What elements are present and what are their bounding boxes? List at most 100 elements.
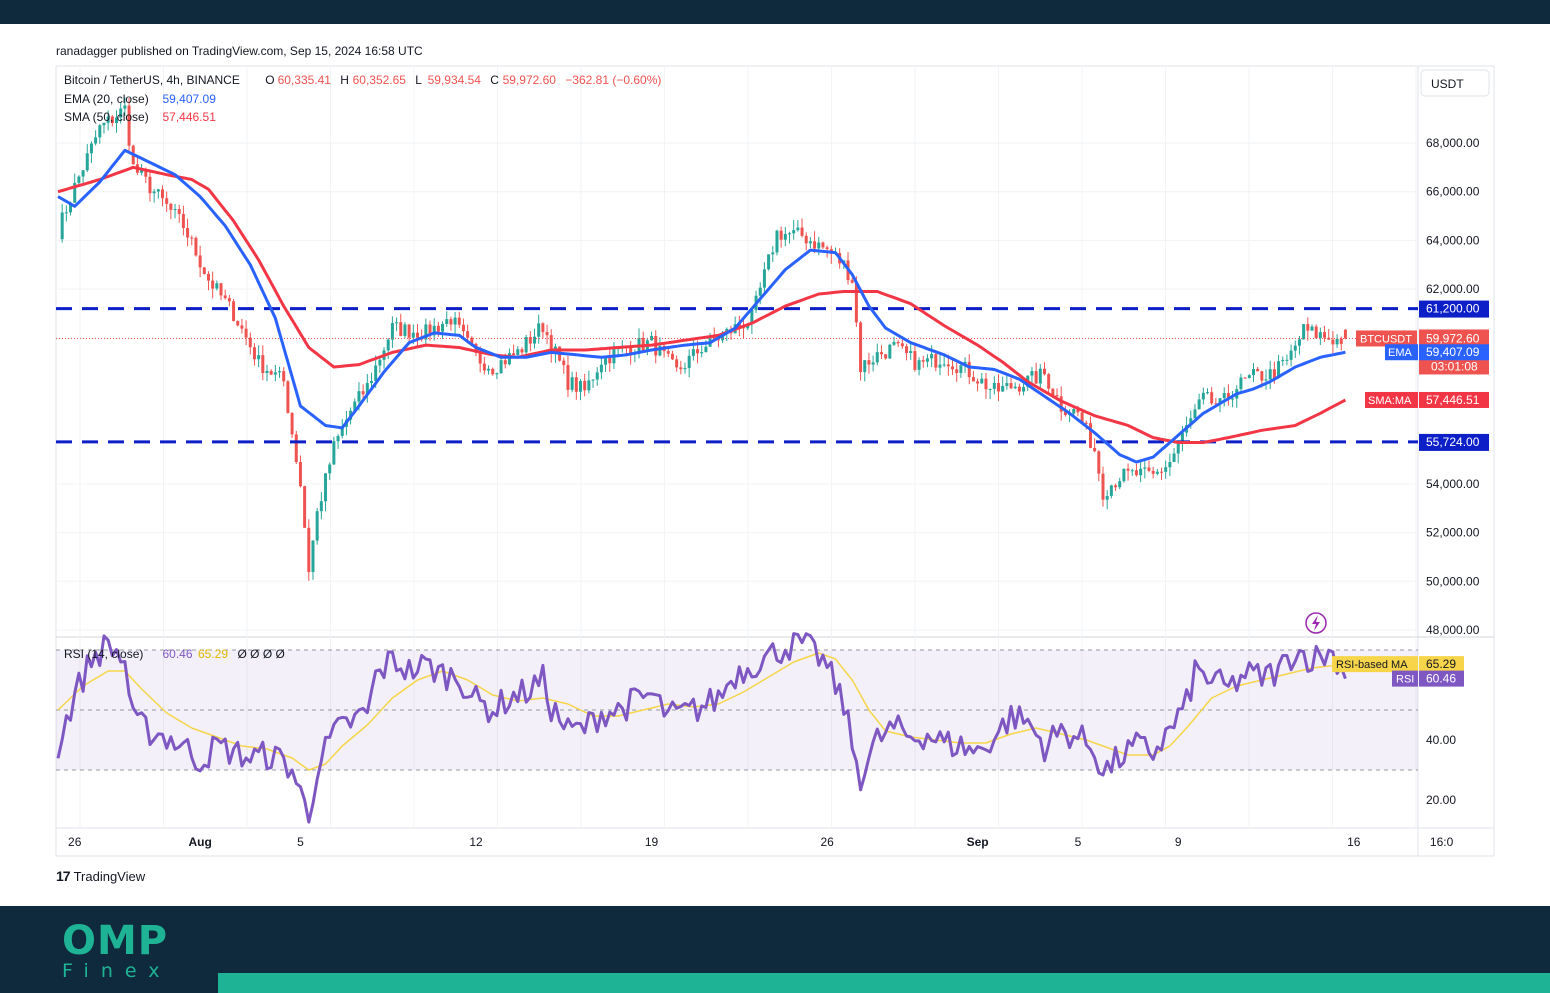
candle-body: [570, 377, 574, 390]
legend-rsi-ma-value: 65.29: [198, 647, 228, 661]
candle-body: [796, 227, 800, 231]
ema-tag-name: EMA: [1388, 347, 1413, 359]
rsi-tick: 20.00: [1426, 793, 1456, 807]
candle-body: [909, 351, 913, 353]
candle-body: [900, 343, 904, 347]
sma-tag-name: SMA:MA: [1368, 395, 1412, 407]
candle-body: [1034, 371, 1038, 384]
legend-ohlc-value: 60,352.65: [353, 73, 407, 87]
candle-body: [415, 332, 419, 338]
candle-body: [1226, 393, 1230, 399]
rsi-ma-tag-name: RSI-based MA: [1336, 659, 1408, 671]
candle-body: [390, 323, 394, 340]
candle-body: [1139, 468, 1143, 476]
candle-body: [1093, 447, 1097, 452]
candle-body: [992, 382, 996, 389]
candle-body: [466, 331, 470, 338]
candle-body: [261, 355, 265, 373]
rsi-tag-value-bg: [1419, 670, 1464, 687]
candle-body: [687, 355, 691, 369]
candle-body: [1323, 332, 1327, 338]
lightning-bolt-icon: [1312, 615, 1320, 631]
candle-body: [679, 367, 683, 370]
candle-body: [1097, 451, 1101, 474]
candle-body: [181, 213, 185, 228]
candle-body: [1160, 471, 1164, 473]
candle-body: [574, 377, 578, 392]
currency-label: USDT: [1431, 77, 1464, 91]
candle-body: [1084, 422, 1088, 424]
legend-symbol: Bitcoin / TetherUS, 4h, BINANCE: [64, 73, 240, 87]
candle-body: [1017, 386, 1021, 392]
candle-body: [311, 540, 315, 572]
candle-body: [215, 283, 219, 289]
candle-body: [1151, 470, 1155, 474]
candle-body: [1042, 368, 1046, 375]
legend-rsi-label: RSI (14, close): [64, 647, 143, 661]
candle-body: [340, 426, 344, 436]
candle-body: [971, 377, 975, 382]
candle-body: [700, 352, 704, 354]
candle-body: [1168, 462, 1172, 468]
candle-body: [303, 486, 307, 528]
candle-body: [783, 233, 787, 240]
candle-body: [980, 378, 984, 384]
candle-body: [913, 351, 917, 370]
candle-body: [867, 360, 871, 365]
candle-body: [165, 198, 169, 204]
candle-body: [1155, 471, 1159, 474]
candle-body: [1247, 375, 1251, 379]
candle-body: [198, 255, 202, 268]
sma-tag-value-bg: [1419, 391, 1489, 408]
legend-rsi-extra: Ø Ø Ø Ø: [238, 647, 285, 661]
candle-body: [704, 346, 708, 353]
candle-body: [934, 354, 938, 368]
ema-tag-value-bg: [1419, 344, 1489, 361]
currency-button[interactable]: [1420, 69, 1490, 97]
resistance-tag-bg: [1419, 300, 1489, 318]
candle-body: [156, 189, 160, 192]
candle-body: [1339, 338, 1343, 344]
candle-body: [106, 116, 110, 123]
candle-body: [1055, 395, 1059, 397]
candle-body: [788, 233, 791, 235]
candle-body: [69, 202, 73, 213]
candle-body: [533, 336, 537, 344]
time-tick: 26: [820, 835, 834, 849]
legend-ema-label: EMA (20, close): [64, 92, 149, 106]
candle-body: [202, 267, 206, 274]
candle-body: [1260, 371, 1264, 381]
candle-body: [758, 287, 762, 296]
candle-body: [282, 371, 286, 382]
candle-body: [549, 335, 553, 353]
candle-body: [650, 335, 654, 341]
candle-body: [140, 169, 144, 173]
candle-body: [1272, 369, 1276, 379]
candle-body: [767, 254, 771, 270]
candle-body: [441, 323, 445, 332]
candle-body: [1306, 324, 1310, 331]
candle-body: [1193, 409, 1197, 419]
candle-body: [1310, 326, 1314, 331]
candle-body: [888, 344, 892, 359]
candle-body: [1285, 359, 1289, 361]
price-chart[interactable]: 68,000.00 66,000.00 64,000.00 62,000.00 54,0…: [0, 0, 1550, 870]
candle-body: [1335, 338, 1339, 345]
candle-body: [386, 339, 390, 351]
candle-body: [478, 352, 482, 364]
candle-body: [1126, 468, 1130, 471]
tradingview-text: TradingView: [73, 868, 146, 884]
candle-body: [1293, 345, 1297, 351]
candle-body: [211, 280, 215, 289]
candle-body: [457, 317, 461, 325]
candle-body: [683, 368, 687, 370]
tradingview-icon: 17: [56, 868, 71, 884]
candle-body: [461, 324, 465, 332]
candle-body: [925, 358, 929, 362]
price-tick: 66,000.00: [1426, 185, 1480, 199]
candle-body: [186, 227, 190, 238]
candle-body: [265, 370, 269, 373]
legend-ohlc-key: H: [340, 73, 349, 87]
candle-body: [395, 322, 399, 324]
rsi-tag-name: RSI: [1396, 674, 1414, 686]
